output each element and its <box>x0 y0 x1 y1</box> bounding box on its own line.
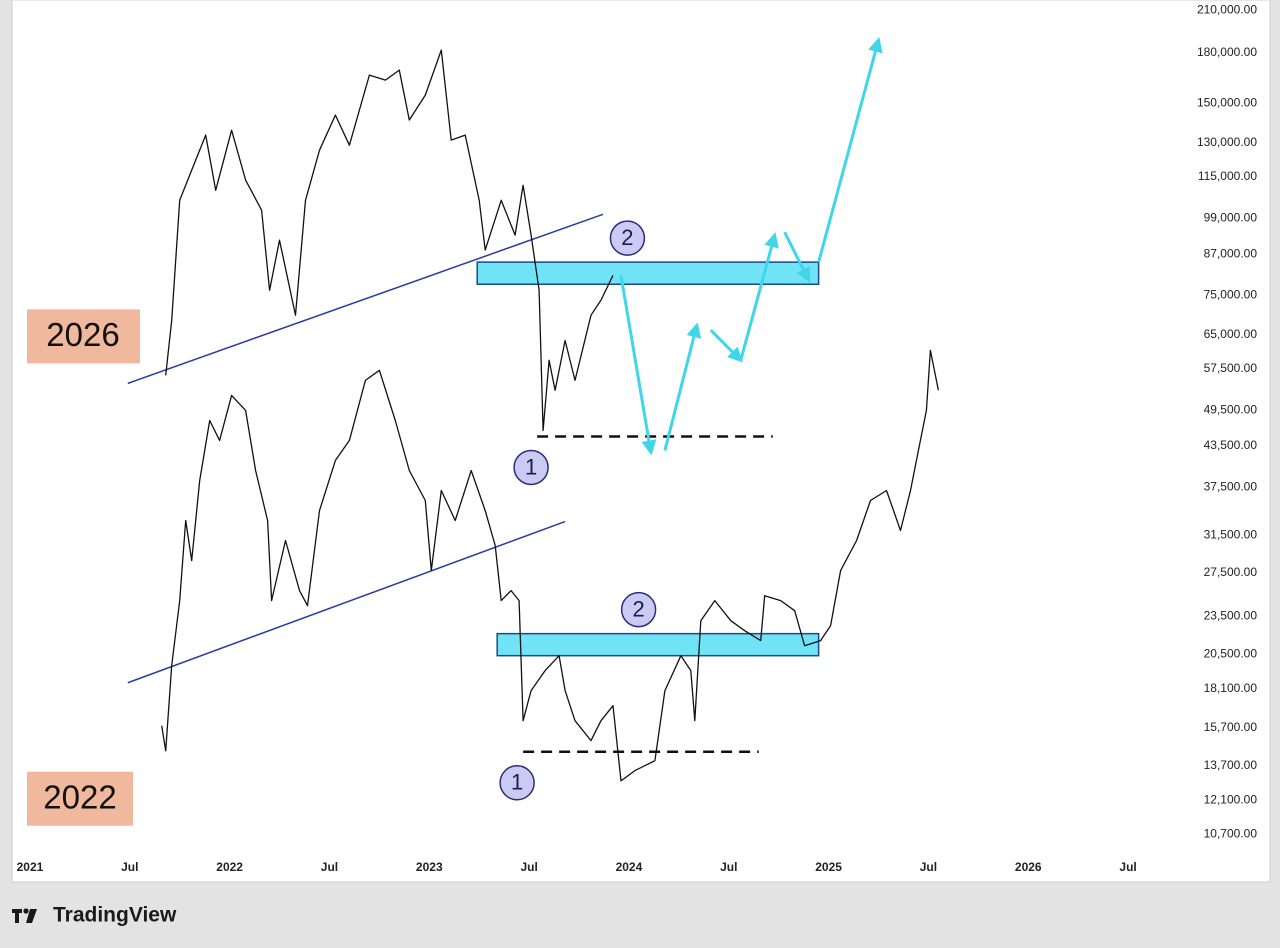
y-tick-label: 37,500.00 <box>1204 479 1258 493</box>
level-label: 1 <box>525 454 537 479</box>
y-tick-label: 130,000.00 <box>1197 135 1257 149</box>
series-label: 2022 <box>43 778 116 815</box>
x-tick-label: 2022 <box>216 860 243 874</box>
level-label: 1 <box>511 770 523 795</box>
x-tick-label: Jul <box>720 860 737 874</box>
x-tick-label: 2025 <box>815 860 842 874</box>
projection-arrow <box>709 329 743 363</box>
y-tick-label: 10,700.00 <box>1204 826 1258 840</box>
x-tick-label: 2024 <box>616 860 643 874</box>
level-marker <box>513 449 549 486</box>
y-tick-label: 15,700.00 <box>1204 720 1258 734</box>
trendline <box>127 520 566 684</box>
zone <box>476 261 820 285</box>
trendline <box>127 213 604 385</box>
y-tick-label: 23,500.00 <box>1204 609 1258 623</box>
y-tick-label: 43,500.00 <box>1204 438 1258 452</box>
projection-arrow <box>619 275 657 456</box>
zone <box>496 632 820 657</box>
y-tick-label: 18,100.00 <box>1204 681 1258 695</box>
y-tick-label: 31,500.00 <box>1204 528 1258 542</box>
price-line <box>165 49 614 432</box>
y-tick-label: 75,000.00 <box>1204 287 1258 301</box>
y-tick-label: 210,000.00 <box>1197 3 1257 17</box>
y-tick-label: 57,500.00 <box>1204 361 1258 375</box>
x-tick-label: Jul <box>520 860 537 874</box>
x-tick-label: 2023 <box>416 860 443 874</box>
zone-label: 2 <box>621 225 633 250</box>
attribution: TradingView <box>53 904 177 927</box>
zone-marker <box>620 591 657 628</box>
zone-marker <box>609 220 646 256</box>
projection-arrow <box>783 231 810 283</box>
projection-arrow <box>663 322 702 451</box>
y-tick-label: 99,000.00 <box>1204 211 1258 225</box>
series-label-box <box>27 309 140 364</box>
y-tick-label: 180,000.00 <box>1197 45 1257 59</box>
y-tick-label: 87,000.00 <box>1204 246 1258 260</box>
zone-label: 2 <box>632 596 644 621</box>
y-tick-label: 27,500.00 <box>1204 565 1258 579</box>
x-tick-label: 2021 <box>17 860 44 874</box>
series-label-box <box>27 771 133 826</box>
series-label: 2026 <box>46 316 119 353</box>
level-marker <box>499 764 535 801</box>
x-tick-label: Jul <box>920 860 937 874</box>
y-tick-label: 12,100.00 <box>1204 792 1258 806</box>
x-tick-label: 2026 <box>1015 860 1042 874</box>
projection-arrow <box>817 37 883 263</box>
projection-arrow <box>739 232 779 361</box>
logo <box>12 908 37 923</box>
y-tick-label: 65,000.00 <box>1204 327 1258 341</box>
y-tick-label: 150,000.00 <box>1197 96 1257 110</box>
chart-panel <box>11 0 1271 883</box>
x-tick-label: Jul <box>321 860 338 874</box>
x-tick-label: Jul <box>1119 860 1136 874</box>
x-tick-label: Jul <box>121 860 138 874</box>
y-tick-label: 115,000.00 <box>1198 169 1257 183</box>
price-line <box>161 349 940 782</box>
y-tick-label: 49,500.00 <box>1204 402 1258 416</box>
y-tick-label: 13,700.00 <box>1204 758 1258 772</box>
y-tick-label: 20,500.00 <box>1204 646 1258 660</box>
